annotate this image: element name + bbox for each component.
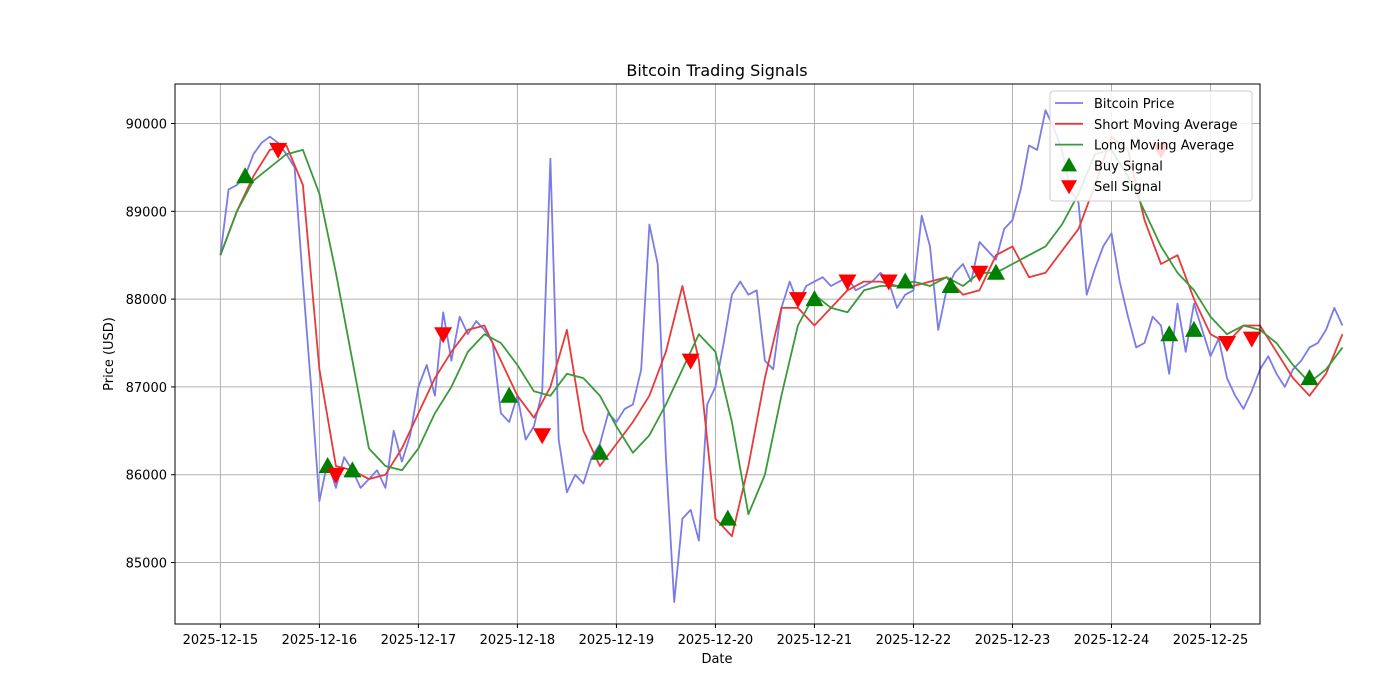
y-tick-label: 85000 <box>126 557 167 572</box>
x-axis-label: Date <box>701 652 732 667</box>
y-tick-label: 86000 <box>126 469 167 484</box>
sell-signal-marker <box>326 467 345 484</box>
series-lines <box>219 109 1344 603</box>
buy-signal-marker <box>500 386 519 403</box>
buy-signal-marker <box>1300 369 1319 386</box>
x-tick-label: 2025-12-20 <box>678 633 754 648</box>
buy-signal-marker <box>986 263 1005 280</box>
long-ma-line <box>219 148 1344 516</box>
buy-signal-marker <box>343 461 362 478</box>
buy-signal-marker <box>805 290 824 307</box>
x-tick-label: 2025-12-25 <box>1173 633 1249 648</box>
signal-markers <box>236 142 1319 526</box>
legend-box <box>1049 90 1253 202</box>
y-tick-label: 90000 <box>126 118 167 133</box>
sell-signal-marker <box>533 428 552 445</box>
x-tick-label: 2025-12-23 <box>975 633 1051 648</box>
buy-signal-marker <box>941 276 960 293</box>
buy-signal-marker <box>1184 320 1203 337</box>
legend-label: Long Moving Average <box>1094 139 1234 154</box>
sell-signal-marker <box>681 353 700 370</box>
legend-label: Buy Signal <box>1094 159 1163 174</box>
x-tick-label: 2025-12-17 <box>381 633 457 648</box>
sell-signal-marker <box>269 142 288 159</box>
x-tick-label: 2025-12-18 <box>480 633 556 648</box>
legend-swatch-buy <box>1061 157 1077 172</box>
sell-signal-marker <box>1242 331 1261 348</box>
y-axis-ticks: 85000 86000 87000 88000 89000 90000 <box>126 118 175 572</box>
buy-signal-marker <box>590 443 609 460</box>
legend: Bitcoin Price Short Moving Average Long Mo… <box>1049 90 1253 202</box>
buy-signal-marker <box>236 167 255 184</box>
x-tick-label: 2025-12-19 <box>579 633 655 648</box>
x-tick-label: 2025-12-22 <box>876 633 952 648</box>
legend-label: Sell Signal <box>1094 180 1162 195</box>
sell-signal-marker <box>434 327 453 344</box>
plot-frame <box>174 83 1261 625</box>
sell-signal-marker <box>970 265 989 282</box>
y-tick-label: 89000 <box>126 205 167 220</box>
buy-signal-marker <box>896 272 915 289</box>
x-tick-label: 2025-12-15 <box>183 633 259 648</box>
buy-signal-marker <box>718 509 737 526</box>
y-axis-label: Price (USD) <box>102 317 117 391</box>
short-ma-line <box>219 135 1344 538</box>
legend-swatch-sell <box>1061 180 1077 195</box>
sell-signal-marker <box>788 292 807 309</box>
sell-signal-marker <box>879 274 898 291</box>
sell-signal-marker <box>1217 336 1236 353</box>
x-tick-label: 2025-12-24 <box>1074 633 1150 648</box>
sell-signal-marker <box>838 274 857 291</box>
buy-signal-marker <box>1160 325 1179 342</box>
x-axis-ticks: 2025-12-15 2025-12-16 2025-12-17 2025-12-18… <box>183 624 1249 648</box>
legend-label: Bitcoin Price <box>1094 97 1174 112</box>
y-tick-label: 88000 <box>126 293 167 308</box>
x-tick-label: 2025-12-21 <box>777 633 853 648</box>
chart-title: Bitcoin Trading Signals <box>626 61 807 80</box>
legend-label: Short Moving Average <box>1094 118 1238 133</box>
y-tick-label: 87000 <box>126 381 167 396</box>
x-tick-label: 2025-12-16 <box>282 633 358 648</box>
